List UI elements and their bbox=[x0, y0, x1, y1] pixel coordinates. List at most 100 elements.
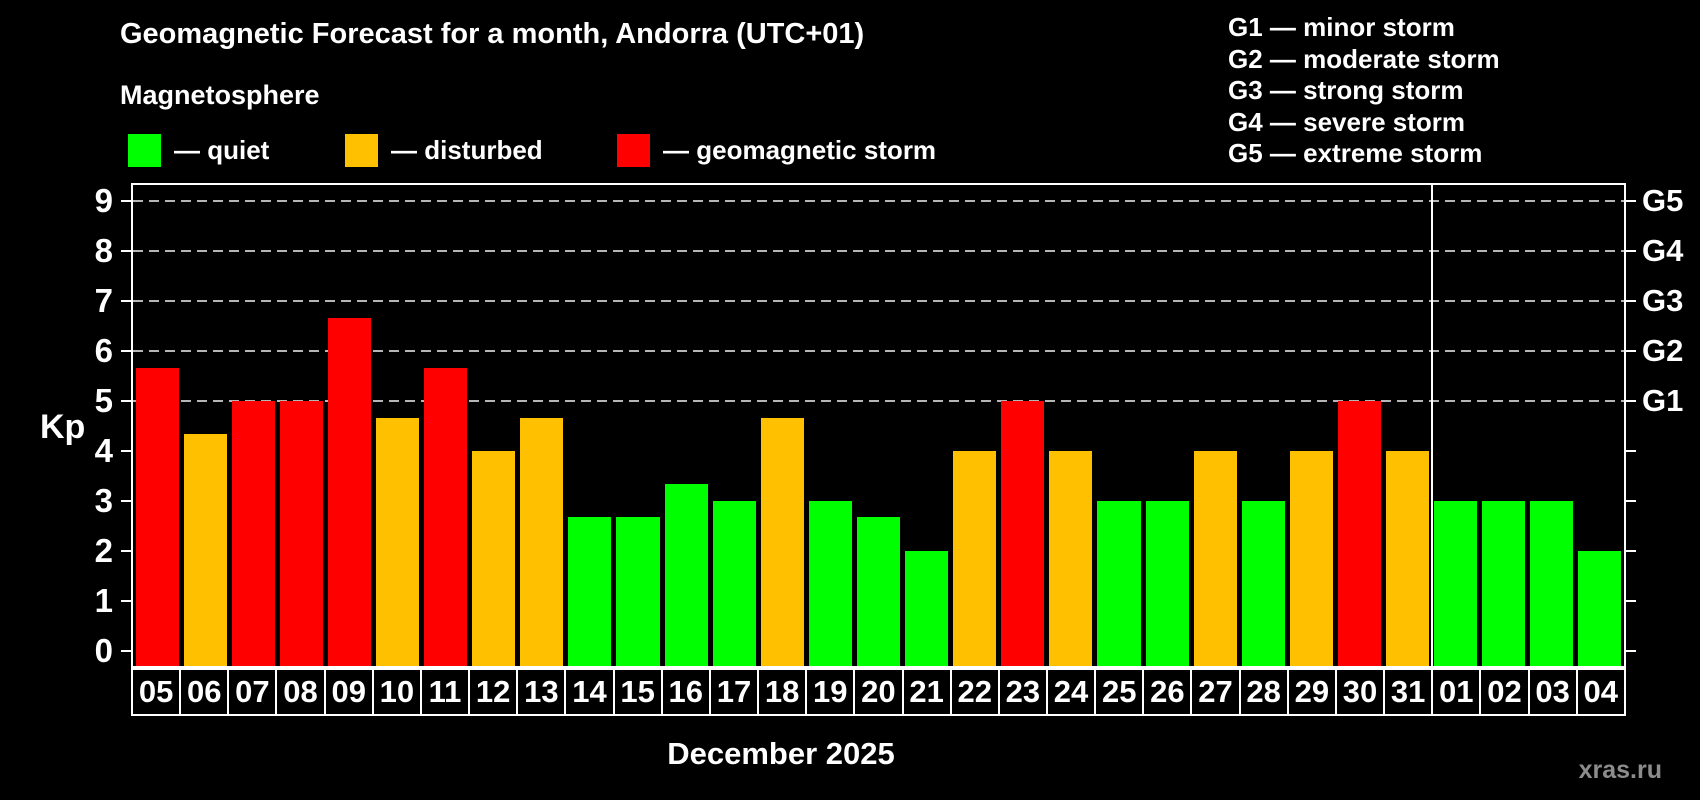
right-axis-label-g3: G3 bbox=[1642, 283, 1684, 319]
day-label-26: 26 bbox=[1143, 669, 1192, 715]
bar-day-03 bbox=[1530, 500, 1574, 666]
left-tick-7 bbox=[121, 300, 131, 303]
day-label-16: 16 bbox=[661, 669, 710, 715]
disturbed-color-swatch-icon bbox=[345, 133, 378, 167]
bar-day-14 bbox=[568, 517, 612, 666]
y-axis-label-1: 1 bbox=[94, 581, 113, 619]
g4-legend-line: G4 — severe storm bbox=[1228, 106, 1466, 137]
bar-day-28 bbox=[1241, 500, 1285, 666]
right-tick-3 bbox=[1626, 499, 1636, 502]
right-tick-1 bbox=[1626, 599, 1636, 602]
day-label-05: 05 bbox=[132, 669, 181, 715]
left-tick-6 bbox=[121, 350, 131, 353]
bar-day-06 bbox=[183, 434, 227, 666]
day-label-18: 18 bbox=[758, 669, 807, 715]
day-label-07: 07 bbox=[228, 669, 277, 715]
day-label-29: 29 bbox=[1287, 669, 1336, 715]
chart-subtitle: Magnetosphere bbox=[120, 80, 320, 110]
g5-legend-line: G5 — extreme storm bbox=[1228, 138, 1483, 168]
chart-plot-area bbox=[131, 183, 1626, 668]
watermark: xras.ru bbox=[1578, 756, 1662, 784]
left-tick-3 bbox=[121, 499, 131, 502]
bar-day-22 bbox=[953, 450, 997, 666]
quiet-color-swatch-icon bbox=[128, 133, 161, 167]
bar-day-08 bbox=[279, 401, 323, 666]
day-label-15: 15 bbox=[613, 669, 662, 715]
bar-day-04 bbox=[1578, 550, 1622, 666]
day-label-03: 03 bbox=[1528, 669, 1577, 715]
day-label-23: 23 bbox=[998, 669, 1047, 715]
y-axis-label-2: 2 bbox=[94, 531, 113, 569]
day-label-19: 19 bbox=[806, 669, 855, 715]
legend-label-storm: — geomagnetic storm bbox=[663, 134, 937, 165]
bar-day-09 bbox=[327, 317, 371, 666]
bar-day-17 bbox=[712, 500, 756, 666]
left-tick-8 bbox=[121, 250, 131, 253]
bar-day-01 bbox=[1434, 500, 1478, 666]
bar-day-30 bbox=[1337, 401, 1381, 666]
right-tick-4 bbox=[1626, 449, 1636, 452]
g1-legend-line: G1 — minor storm bbox=[1228, 12, 1455, 42]
y-axis-label-0: 0 bbox=[94, 631, 113, 669]
bar-day-11 bbox=[424, 367, 468, 666]
left-tick-2 bbox=[121, 549, 131, 552]
right-tick-6 bbox=[1626, 350, 1636, 353]
bar-day-13 bbox=[520, 417, 564, 666]
gridline-kp-7 bbox=[133, 300, 1624, 303]
gridline-kp-6 bbox=[133, 350, 1624, 353]
day-label-04: 04 bbox=[1576, 669, 1625, 715]
x-axis-day-labels: 05 06 07 08 09 10 11 12 13 14 15 16 17 18 19 20 21 22 23 24… bbox=[131, 668, 1626, 716]
bar-day-26 bbox=[1145, 500, 1189, 666]
right-tick-7 bbox=[1626, 300, 1636, 303]
day-label-27: 27 bbox=[1191, 669, 1240, 715]
day-label-02: 02 bbox=[1480, 669, 1529, 715]
day-label-24: 24 bbox=[1046, 669, 1096, 715]
x-axis-month-label: December 2025 bbox=[667, 736, 895, 771]
g2-legend-line: G2 — moderate storm bbox=[1228, 43, 1500, 74]
bar-day-02 bbox=[1482, 500, 1526, 666]
right-tick-8 bbox=[1626, 250, 1636, 253]
right-axis-label-g5: G5 bbox=[1642, 183, 1684, 219]
y-axis-label-4: 4 bbox=[94, 431, 113, 469]
bar-day-25 bbox=[1097, 500, 1141, 666]
day-label-09: 09 bbox=[324, 669, 373, 715]
legend-label-disturbed: — disturbed bbox=[391, 134, 543, 165]
bar-day-27 bbox=[1193, 450, 1237, 666]
day-label-08: 08 bbox=[276, 669, 325, 715]
day-label-20: 20 bbox=[854, 669, 903, 715]
bar-day-16 bbox=[664, 484, 708, 666]
y-axis-title: Kp bbox=[40, 408, 86, 447]
legend-item-disturbed: — disturbed bbox=[345, 133, 543, 167]
storm-color-swatch-icon bbox=[617, 133, 650, 167]
bar-day-19 bbox=[808, 500, 852, 666]
right-axis-label-g1: G1 bbox=[1642, 383, 1684, 419]
left-tick-1 bbox=[121, 599, 131, 602]
left-tick-4 bbox=[121, 449, 131, 452]
gridline-kp-8 bbox=[133, 250, 1624, 253]
left-tick-5 bbox=[121, 400, 131, 403]
y-axis-label-8: 8 bbox=[94, 232, 113, 270]
day-label-22: 22 bbox=[950, 669, 999, 715]
left-tick-9 bbox=[121, 200, 131, 203]
right-axis-label-g2: G2 bbox=[1642, 333, 1684, 369]
month-divider-line bbox=[1430, 185, 1433, 666]
bar-day-18 bbox=[760, 417, 804, 666]
day-label-06: 06 bbox=[180, 669, 229, 715]
bar-day-20 bbox=[856, 517, 901, 666]
y-axis-label-6: 6 bbox=[94, 332, 113, 370]
page-title: Geomagnetic Forecast for a month, Andorr… bbox=[120, 18, 865, 50]
right-tick-5 bbox=[1626, 400, 1636, 403]
bar-day-24 bbox=[1049, 450, 1093, 666]
day-label-12: 12 bbox=[469, 669, 518, 715]
day-label-11: 11 bbox=[420, 669, 470, 715]
right-tick-2 bbox=[1626, 549, 1636, 552]
bar-day-29 bbox=[1289, 450, 1333, 666]
y-axis-label-3: 3 bbox=[94, 481, 113, 519]
legend-item-storm: — geomagnetic storm bbox=[617, 133, 936, 167]
right-tick-0 bbox=[1626, 649, 1636, 652]
day-label-25: 25 bbox=[1095, 669, 1144, 715]
y-axis-label-9: 9 bbox=[94, 182, 113, 220]
right-tick-9 bbox=[1626, 200, 1636, 203]
bar-day-15 bbox=[616, 517, 660, 666]
legend-item-quiet: — quiet bbox=[128, 133, 269, 167]
